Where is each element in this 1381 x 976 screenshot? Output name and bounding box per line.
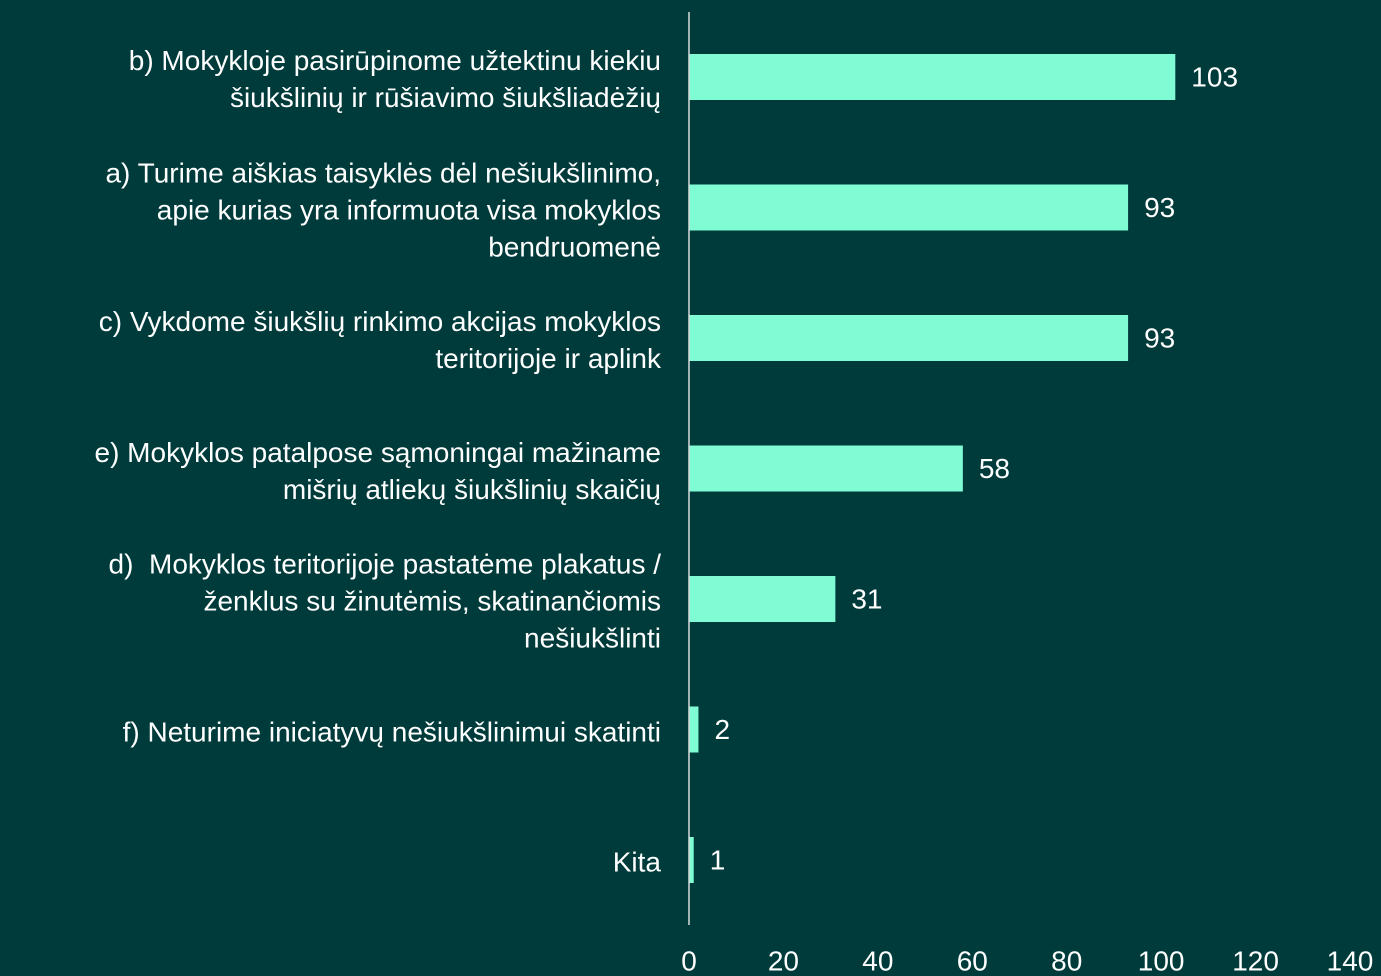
x-tick-label: 120 [1232, 945, 1279, 976]
value-label: 103 [1191, 61, 1238, 92]
x-tick-label: 100 [1138, 945, 1185, 976]
category-label: a) Turime aiškias taisyklės dėl nešiukšl… [105, 157, 661, 262]
value-label: 2 [714, 714, 730, 745]
category-label: d) Mokyklos teritorijoje pastatėme plaka… [108, 548, 661, 654]
x-tick-label: 60 [957, 945, 988, 976]
value-label: 93 [1144, 322, 1175, 353]
category-label: Kita [612, 846, 661, 878]
bar [689, 576, 836, 622]
x-tick-label: 140 [1327, 945, 1374, 976]
bar [689, 315, 1129, 361]
category-label: f) Neturime iniciatyvų nešiukšlinimui sk… [122, 716, 661, 747]
bar [689, 706, 699, 753]
category-label: e) Mokyklos patalpose sąmoningai mažinam… [94, 436, 662, 505]
category-label: b) Mokykloje pasirūpinome užtektinu kiek… [128, 45, 661, 113]
value-label: 58 [979, 453, 1010, 484]
category-label: c) Vykdome šiukšlių rinkimo akcijas moky… [98, 306, 661, 374]
value-label: 31 [851, 583, 882, 614]
x-tick-label: 80 [1051, 945, 1082, 976]
bar [689, 837, 694, 883]
x-tick-label: 0 [681, 945, 697, 976]
bar [689, 54, 1176, 100]
value-label: 93 [1144, 192, 1175, 223]
x-tick-label: 20 [768, 945, 799, 976]
x-tick-label: 40 [862, 945, 893, 976]
value-label: 1 [710, 844, 726, 875]
bar [689, 184, 1129, 231]
bar [689, 445, 963, 492]
